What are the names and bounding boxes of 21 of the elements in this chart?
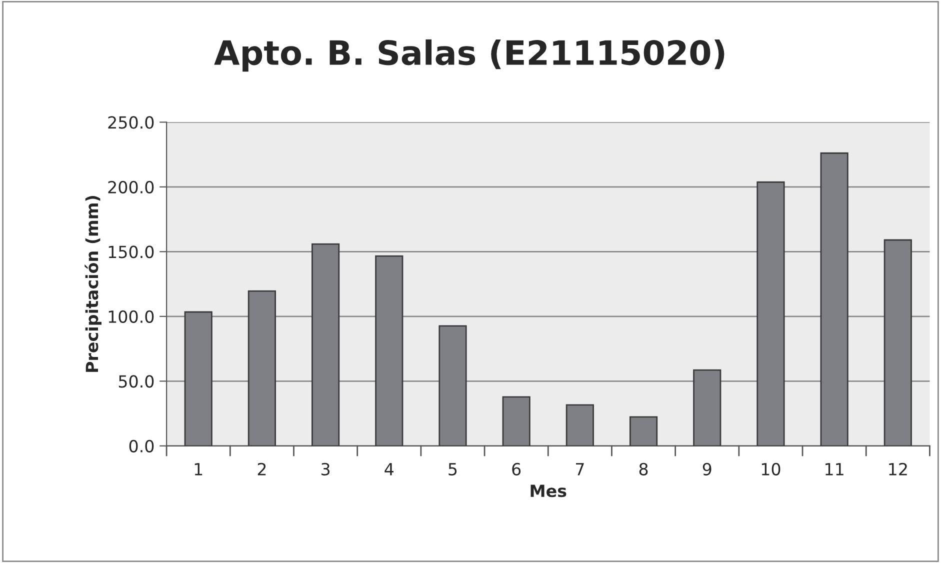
y-tick-label: 100.0 <box>108 310 154 323</box>
x-tick-label: 8 <box>639 462 648 476</box>
x-tick-label: 3 <box>322 462 330 476</box>
x-tick-label: 2 <box>258 462 266 476</box>
x-tick-label: 5 <box>448 463 457 476</box>
x-tick-label: 11 <box>826 463 844 476</box>
x-tick-label: 1 <box>194 463 202 476</box>
y-tick-label: 50.0 <box>118 375 154 388</box>
x-tick-label: 4 <box>384 463 394 476</box>
x-tick-label: 10 <box>762 462 780 476</box>
y-tick-label: 250.0 <box>108 116 154 129</box>
chart-title: Apto. B. Salas (E21115020) <box>214 39 724 72</box>
x-tick-label: 12 <box>889 462 907 476</box>
y-tick-label: 0.0 <box>129 440 154 452</box>
y-tick-label: 150.0 <box>108 246 154 258</box>
x-tick-label: 6 <box>512 462 521 476</box>
x-tick-label: 7 <box>576 463 584 476</box>
x-axis-title: Mes <box>530 484 566 498</box>
y-axis-title: Precipitación (mm) <box>84 196 102 372</box>
y-tick-label: 200.0 <box>108 180 154 194</box>
x-tick-label: 9 <box>702 462 712 476</box>
